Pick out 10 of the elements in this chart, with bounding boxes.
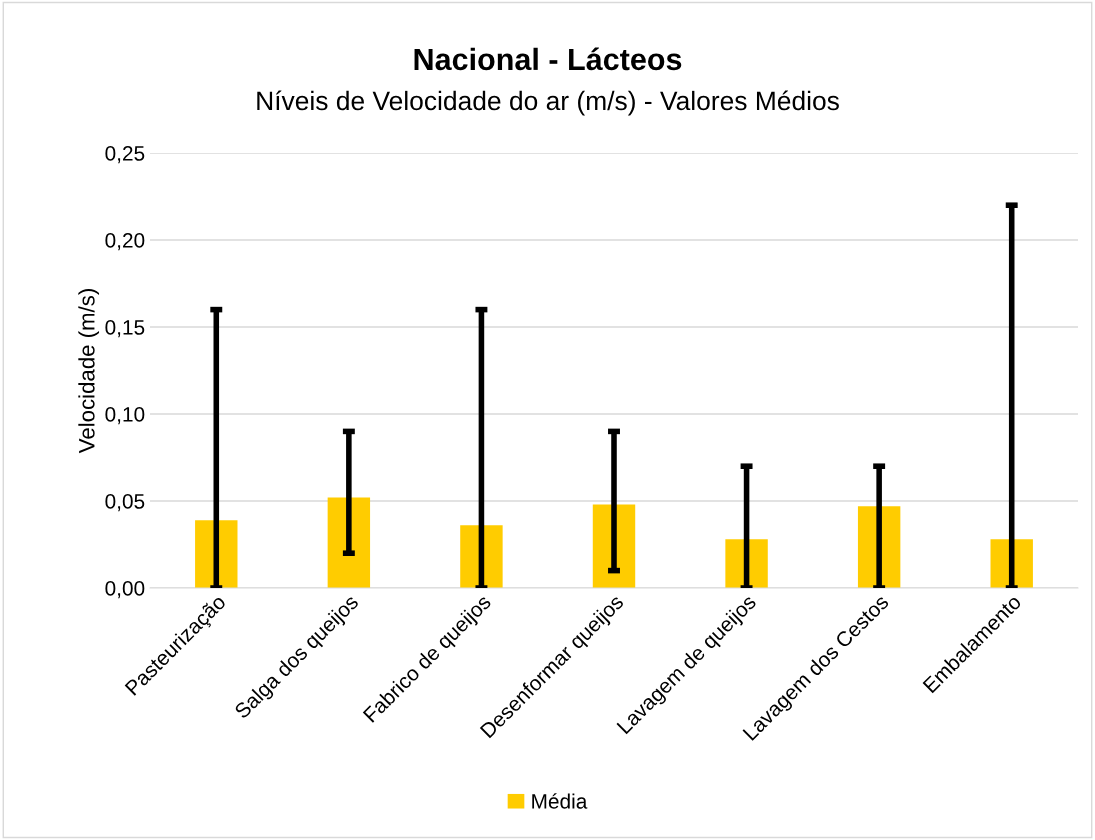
legend-label: Média: [532, 793, 588, 809]
y-tick-label: 0,10: [105, 407, 145, 425]
y-tick-label: 0,00: [105, 581, 145, 599]
y-tick-label: 0,20: [105, 233, 145, 251]
y-tick-label: 0,25: [105, 146, 145, 164]
y-axis-title: Velocidade (m/s): [78, 289, 100, 454]
chart-subtitle: Níveis de Velocidade do ar (m/s) - Valores Médios: [257, 90, 839, 116]
y-tick-label: 0,05: [105, 494, 145, 512]
y-tick-label: 0,15: [105, 320, 145, 338]
chart-title: Nacional - Lácteos: [414, 47, 682, 71]
